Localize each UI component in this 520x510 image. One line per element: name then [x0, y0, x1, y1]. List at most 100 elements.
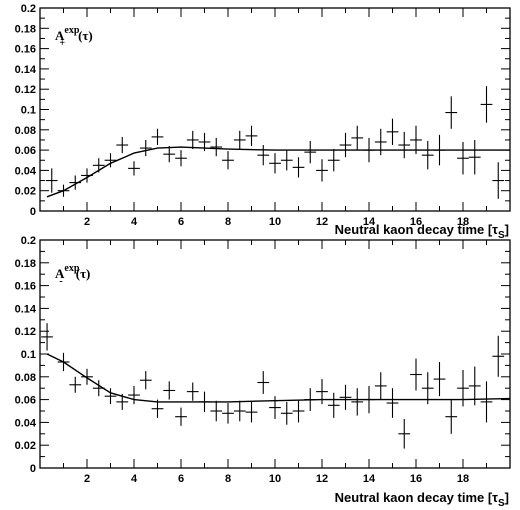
- data-point: [386, 118, 399, 146]
- data-point: [280, 150, 293, 171]
- y-tick-label: 0.18: [15, 258, 36, 270]
- data-point: [128, 161, 140, 176]
- data-point: [480, 381, 493, 423]
- data-point: [480, 86, 493, 123]
- data-point: [457, 369, 469, 407]
- data-point: [374, 128, 387, 156]
- data-point: [351, 388, 364, 416]
- data-point: [433, 361, 446, 397]
- x-axis-title: Neutral kaon decay time [τS]: [335, 222, 509, 241]
- data-point: [57, 352, 70, 372]
- data-point: [410, 358, 422, 391]
- y-tick-label: 0.16: [15, 44, 36, 56]
- data-point: [269, 153, 281, 174]
- y-tick-label: 0.12: [15, 326, 36, 338]
- data-point: [398, 131, 411, 159]
- x-tick-label: 18: [457, 473, 469, 485]
- data-point: [210, 137, 223, 157]
- plot-frame: [39, 7, 511, 212]
- x-tick-label: 10: [269, 473, 281, 485]
- data-point: [492, 162, 505, 199]
- data-point: [116, 136, 129, 154]
- data-point: [41, 323, 53, 351]
- y-tick-label: 0.06: [15, 145, 36, 157]
- y-tick-label: 0.1: [21, 105, 36, 117]
- data-point: [92, 158, 105, 173]
- x-axis-ticks: 2 4 6 8 10 12 14 16 18: [63, 8, 487, 228]
- y-tick-label: 0.06: [15, 395, 36, 407]
- data-point: [57, 184, 70, 197]
- data-point: [104, 153, 117, 168]
- x-tick-label: 10: [269, 216, 281, 228]
- y-tick-label: 0.04: [15, 417, 37, 429]
- data-point: [233, 130, 246, 150]
- x-tick-label: 14: [363, 473, 376, 485]
- data-point: [351, 125, 364, 151]
- data-point: [316, 159, 328, 182]
- y-tick-label: 0.14: [15, 303, 37, 315]
- x-tick-label: 2: [84, 216, 90, 228]
- data-point: [139, 371, 152, 390]
- data-point: [445, 96, 458, 129]
- x-tick-label: 6: [178, 216, 184, 228]
- data-point: [186, 382, 199, 401]
- data-point: [151, 399, 164, 418]
- data-point: [233, 400, 246, 422]
- data-point: [175, 150, 187, 167]
- data-point: [492, 335, 505, 377]
- data-point: [198, 132, 211, 152]
- data-point: [386, 388, 399, 418]
- data-point: [151, 128, 164, 146]
- y-tick-label: 0.08: [15, 125, 36, 137]
- data-point: [92, 380, 105, 397]
- data-point: [410, 125, 422, 155]
- y-tick-label: 0.08: [15, 372, 36, 384]
- data-point: [186, 130, 199, 150]
- data-point: [327, 392, 340, 418]
- fit-curve: [46, 353, 511, 403]
- data-point: [69, 376, 82, 393]
- data-point: [316, 379, 328, 405]
- data-point: [116, 393, 129, 410]
- y-tick-label: 0.2: [21, 235, 36, 247]
- data-point: [222, 403, 234, 424]
- y-tick-label: 0.14: [15, 64, 37, 76]
- data-point: [421, 140, 434, 170]
- data-point: [69, 175, 82, 190]
- data-point: [374, 372, 387, 400]
- panel-bottom: 00.020.040.060.080.10.120.140.160.180.2 …: [15, 235, 511, 509]
- data-points: [45, 86, 505, 199]
- data-point: [198, 391, 211, 413]
- data-point: [468, 139, 481, 175]
- data-point: [304, 388, 317, 411]
- data-point: [210, 400, 223, 422]
- data-point: [445, 399, 458, 434]
- x-tick-label: 6: [178, 473, 184, 485]
- data-points: [41, 323, 505, 449]
- data-point: [421, 372, 434, 405]
- x-tick-label: 4: [131, 216, 138, 228]
- y-tick-label: 0.2: [21, 3, 36, 15]
- y-tick-label: 0.02: [15, 186, 36, 198]
- data-point: [304, 140, 317, 164]
- data-point: [245, 401, 258, 423]
- data-point: [339, 132, 352, 158]
- data-point: [81, 168, 93, 183]
- data-point: [339, 384, 352, 410]
- y-axis-ticks: 0 0.02 0.04 0.06 0.08 0.1 0.12 0.14 0.16 0.18 0.2: [15, 3, 510, 218]
- data-point: [468, 366, 481, 406]
- data-point: [139, 139, 152, 157]
- y-tick-label: 0: [30, 463, 36, 475]
- data-point: [128, 385, 140, 405]
- data-point: [257, 371, 270, 394]
- data-point: [163, 381, 176, 400]
- data-point: [280, 401, 293, 425]
- data-point: [327, 149, 340, 172]
- x-axis-title: Neutral kaon decay time [τS]: [335, 490, 509, 509]
- y-tick-label: 0.18: [15, 23, 36, 35]
- data-point: [457, 141, 469, 175]
- data-point: [222, 151, 234, 170]
- x-tick-label: 4: [131, 473, 138, 485]
- data-point: [81, 368, 93, 385]
